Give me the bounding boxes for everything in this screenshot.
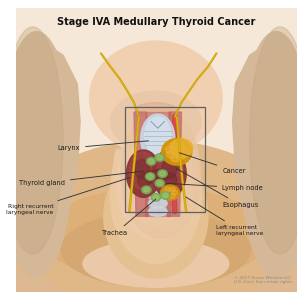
- Polygon shape: [146, 112, 158, 216]
- Ellipse shape: [104, 155, 208, 278]
- Ellipse shape: [14, 216, 297, 300]
- Ellipse shape: [83, 240, 229, 287]
- Polygon shape: [158, 112, 170, 216]
- Text: Trachea: Trachea: [102, 199, 156, 236]
- Ellipse shape: [157, 152, 183, 190]
- Ellipse shape: [155, 154, 165, 161]
- Ellipse shape: [148, 166, 167, 175]
- Ellipse shape: [153, 195, 159, 200]
- Polygon shape: [233, 46, 297, 264]
- Ellipse shape: [151, 194, 161, 201]
- Ellipse shape: [162, 190, 168, 195]
- Ellipse shape: [171, 154, 180, 162]
- Text: © 2017 Terese Winslow LLC
U.S. Govt. has certain rights: © 2017 Terese Winslow LLC U.S. Govt. has…: [233, 276, 291, 284]
- Ellipse shape: [148, 207, 167, 216]
- Text: Thyroid gland: Thyroid gland: [19, 171, 144, 186]
- Ellipse shape: [157, 181, 162, 185]
- Ellipse shape: [165, 187, 170, 192]
- Ellipse shape: [61, 212, 251, 287]
- Ellipse shape: [162, 139, 192, 165]
- Text: Esophagus: Esophagus: [176, 168, 258, 208]
- Ellipse shape: [90, 41, 222, 155]
- Ellipse shape: [126, 131, 186, 226]
- Polygon shape: [111, 140, 200, 264]
- Ellipse shape: [157, 155, 162, 160]
- Ellipse shape: [163, 173, 177, 188]
- Text: Cancer: Cancer: [179, 153, 246, 174]
- Ellipse shape: [143, 188, 149, 192]
- Ellipse shape: [158, 170, 167, 178]
- Ellipse shape: [16, 140, 296, 300]
- Polygon shape: [167, 112, 181, 216]
- Ellipse shape: [170, 194, 175, 198]
- Ellipse shape: [110, 91, 201, 152]
- Ellipse shape: [134, 160, 149, 178]
- Ellipse shape: [150, 170, 162, 179]
- Ellipse shape: [147, 174, 153, 179]
- Ellipse shape: [155, 179, 165, 187]
- Polygon shape: [167, 112, 181, 216]
- Ellipse shape: [145, 169, 167, 184]
- Ellipse shape: [152, 136, 182, 193]
- Text: Right recurrent
laryngeal nerve: Right recurrent laryngeal nerve: [6, 177, 130, 215]
- Ellipse shape: [170, 187, 175, 192]
- Ellipse shape: [145, 117, 171, 155]
- Ellipse shape: [250, 27, 297, 254]
- Text: Stage IVA Medullary Thyroid Cancer: Stage IVA Medullary Thyroid Cancer: [57, 17, 255, 27]
- Ellipse shape: [141, 114, 175, 163]
- Ellipse shape: [121, 109, 200, 238]
- Ellipse shape: [165, 146, 175, 154]
- Ellipse shape: [129, 152, 156, 190]
- Polygon shape: [134, 112, 148, 216]
- Ellipse shape: [42, 188, 270, 283]
- Ellipse shape: [176, 152, 185, 160]
- Ellipse shape: [120, 122, 192, 226]
- Ellipse shape: [4, 178, 297, 300]
- Ellipse shape: [165, 194, 170, 198]
- Ellipse shape: [1, 32, 72, 278]
- Ellipse shape: [146, 158, 156, 165]
- Polygon shape: [16, 46, 80, 264]
- Ellipse shape: [2, 27, 63, 254]
- Text: Left recurrent
laryngeal nerve: Left recurrent laryngeal nerve: [186, 197, 264, 236]
- Ellipse shape: [161, 185, 180, 200]
- Ellipse shape: [148, 199, 167, 208]
- Ellipse shape: [152, 150, 186, 197]
- Ellipse shape: [162, 160, 177, 178]
- Ellipse shape: [179, 148, 188, 156]
- Bar: [125, 107, 205, 212]
- Ellipse shape: [148, 190, 167, 200]
- Ellipse shape: [110, 131, 201, 264]
- Ellipse shape: [170, 139, 193, 158]
- Ellipse shape: [148, 174, 167, 184]
- Polygon shape: [16, 197, 297, 292]
- Text: Larynx: Larynx: [58, 141, 148, 151]
- Ellipse shape: [160, 171, 165, 176]
- Ellipse shape: [116, 126, 196, 240]
- Ellipse shape: [167, 151, 176, 158]
- Ellipse shape: [138, 173, 151, 188]
- Ellipse shape: [161, 192, 170, 199]
- Ellipse shape: [142, 186, 151, 194]
- Ellipse shape: [148, 182, 167, 192]
- Ellipse shape: [172, 190, 178, 195]
- Ellipse shape: [175, 144, 184, 152]
- Ellipse shape: [135, 103, 177, 118]
- Ellipse shape: [240, 32, 297, 278]
- Ellipse shape: [148, 159, 154, 164]
- Ellipse shape: [127, 150, 161, 197]
- Ellipse shape: [148, 158, 167, 167]
- Text: Lymph node: Lymph node: [166, 183, 263, 191]
- Polygon shape: [134, 112, 148, 216]
- Ellipse shape: [146, 173, 155, 180]
- Ellipse shape: [169, 142, 179, 150]
- Ellipse shape: [162, 193, 168, 198]
